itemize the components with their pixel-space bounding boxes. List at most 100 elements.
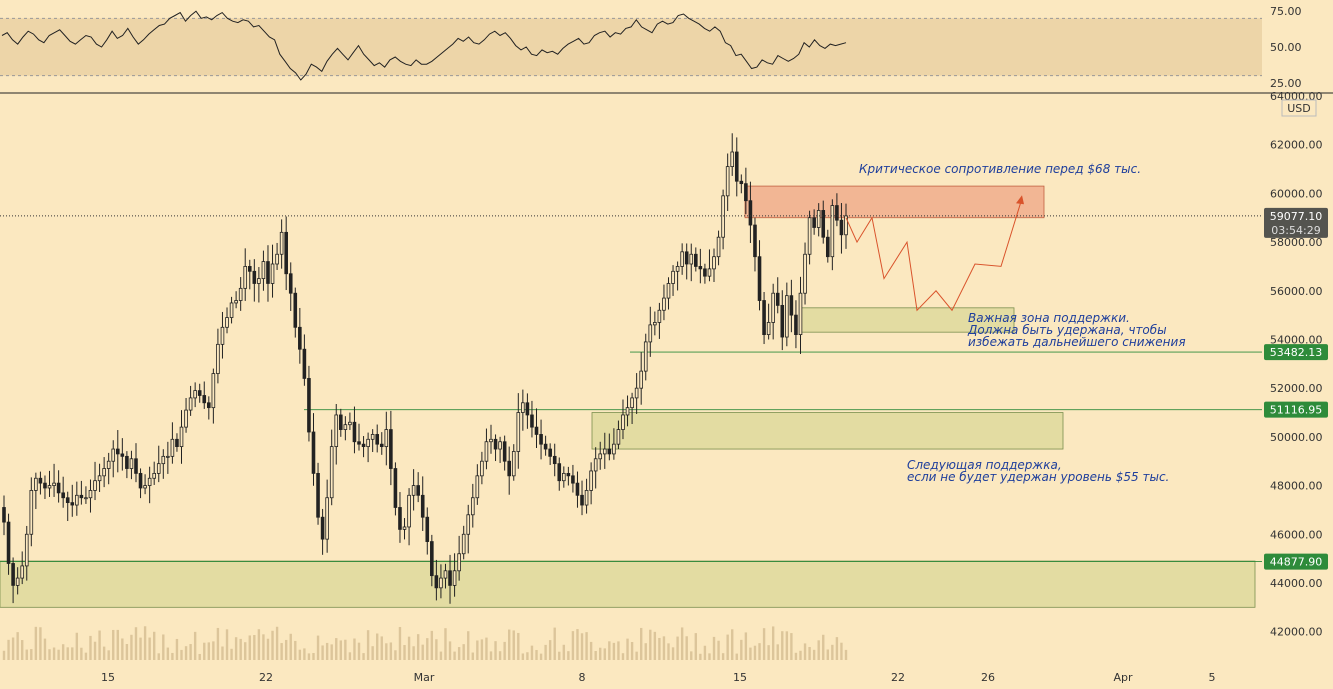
rsi-band bbox=[0, 18, 1262, 76]
candle-body bbox=[320, 516, 325, 540]
volume-bar bbox=[125, 643, 129, 660]
candle-body bbox=[334, 414, 339, 448]
current-price-box bbox=[1264, 207, 1328, 238]
support1-note-line3: избежать дальнейшего снижения bbox=[968, 335, 1186, 349]
candle-body bbox=[65, 497, 70, 504]
volume-bar bbox=[416, 634, 420, 660]
volume-bar bbox=[66, 647, 69, 660]
time-tick-label: 8 bbox=[579, 671, 586, 684]
volume-bar bbox=[30, 649, 33, 660]
volume-bar bbox=[184, 646, 188, 660]
volume-bar bbox=[785, 631, 789, 660]
candle-body bbox=[402, 526, 407, 530]
volume-bar bbox=[494, 641, 497, 660]
volume-bar bbox=[539, 653, 543, 660]
volume-bar bbox=[162, 634, 165, 660]
candle-body bbox=[521, 402, 525, 413]
time-axis[interactable]: 15 22 Mar 8 15 22 26 Apr 5 bbox=[101, 671, 1216, 684]
price-tick-label: 44000.00 bbox=[1270, 577, 1323, 590]
candle-body bbox=[657, 309, 662, 323]
volume-bar bbox=[389, 642, 393, 660]
volume-bar bbox=[526, 652, 529, 660]
candle-body bbox=[516, 412, 521, 452]
candle-body bbox=[580, 494, 584, 506]
volume-bar bbox=[826, 649, 829, 660]
candle-body bbox=[134, 458, 138, 474]
volume-bar bbox=[16, 632, 19, 660]
volume-bar bbox=[680, 627, 684, 660]
candle-body bbox=[102, 468, 106, 477]
candle-body bbox=[389, 429, 393, 469]
candle-body bbox=[816, 210, 821, 228]
candle-body bbox=[298, 326, 302, 350]
volume-bar bbox=[234, 637, 238, 660]
volume-bar bbox=[621, 653, 625, 660]
volume-bar bbox=[626, 638, 629, 660]
candle-body bbox=[639, 370, 643, 389]
time-tick-label: 22 bbox=[891, 671, 905, 684]
volume-bar bbox=[303, 648, 306, 660]
candle-body bbox=[184, 409, 188, 428]
candle-body bbox=[129, 458, 134, 469]
candle-body bbox=[835, 205, 839, 221]
candle-body bbox=[434, 575, 439, 589]
volume-bar bbox=[726, 634, 729, 660]
volume-bar bbox=[503, 641, 506, 660]
volume-bar bbox=[699, 653, 702, 660]
volume-bar bbox=[52, 647, 56, 660]
candle-body bbox=[493, 438, 498, 450]
candle-body bbox=[571, 475, 575, 484]
volume-bar bbox=[48, 649, 51, 660]
volume-bar bbox=[439, 651, 443, 660]
volume-bar bbox=[685, 636, 688, 660]
volume-bar bbox=[708, 653, 711, 660]
candle-body bbox=[316, 472, 320, 518]
annotations: Критическое сопротивление перед $68 тыс.… bbox=[859, 162, 1186, 484]
volume-bar bbox=[102, 646, 106, 660]
volume-bar bbox=[753, 645, 757, 660]
volume-bar bbox=[462, 644, 465, 660]
volume-bar bbox=[175, 638, 179, 660]
candle-body bbox=[238, 287, 243, 301]
volume-bar bbox=[558, 651, 561, 660]
rsi-tick-label: 50.00 bbox=[1270, 41, 1302, 54]
volume-bar bbox=[107, 650, 110, 660]
candle-body bbox=[821, 210, 826, 238]
volume-bar bbox=[535, 649, 538, 660]
candle-body bbox=[29, 490, 34, 535]
candle-body bbox=[361, 443, 366, 448]
candle-body bbox=[452, 570, 457, 586]
candle-body bbox=[593, 458, 598, 472]
volume-bar bbox=[671, 647, 675, 660]
candle-body bbox=[684, 251, 689, 265]
candle-body bbox=[562, 472, 566, 482]
volume-bar bbox=[339, 640, 342, 660]
volume-bar bbox=[658, 637, 661, 660]
candle-body bbox=[75, 494, 79, 506]
candle-body bbox=[794, 314, 798, 336]
volume-bar bbox=[98, 630, 101, 660]
volume-bar bbox=[580, 633, 584, 660]
candle-body bbox=[675, 266, 680, 272]
volume-bar bbox=[649, 629, 652, 660]
volume-bar bbox=[171, 652, 174, 660]
resistance-note: Критическое сопротивление перед $68 тыс. bbox=[859, 162, 1141, 176]
volume-bar bbox=[644, 643, 647, 660]
candle-body bbox=[734, 151, 739, 182]
volume-bar bbox=[307, 653, 311, 660]
candle-body bbox=[470, 497, 475, 516]
candle-body bbox=[398, 507, 402, 530]
volume-bar bbox=[148, 637, 151, 660]
volume-bar bbox=[116, 629, 119, 660]
volume-bar bbox=[2, 650, 6, 660]
price-axis[interactable]: 64000.0062000.0060000.0058000.0056000.00… bbox=[1270, 90, 1323, 639]
volume-bar bbox=[471, 652, 474, 660]
candle-body bbox=[730, 151, 735, 168]
candle-body bbox=[311, 431, 316, 474]
volume-bar bbox=[617, 641, 620, 660]
volume-bar bbox=[589, 641, 593, 660]
candle-body bbox=[448, 570, 452, 586]
volume-bar bbox=[712, 636, 716, 660]
candle-body bbox=[803, 253, 807, 294]
